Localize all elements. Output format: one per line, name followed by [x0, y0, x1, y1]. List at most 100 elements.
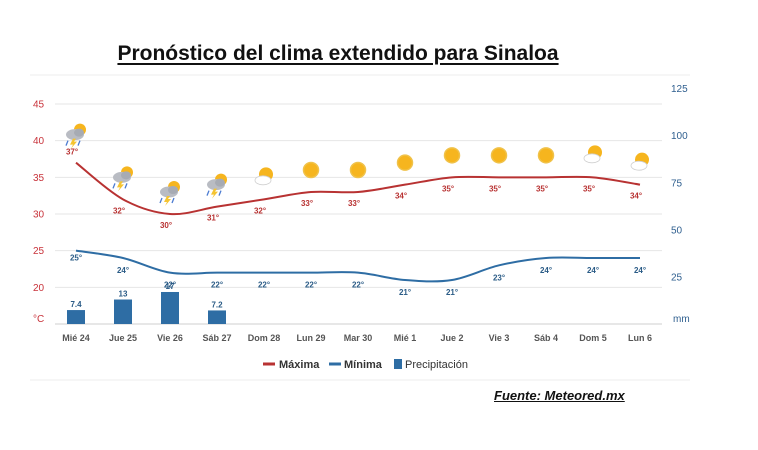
y-right-tick-label: 50: [671, 225, 683, 236]
min-temp-label: 24°: [634, 266, 646, 275]
max-temp-label: 35°: [489, 184, 501, 193]
max-temp-label: 32°: [254, 206, 266, 215]
lightning-bolt: [164, 196, 171, 206]
rain-drop: [159, 197, 163, 204]
weather-icons: [65, 123, 649, 206]
data-labels: 7.4 13 17 7.2 37° 32° 30° 31° 32° 33° 33° 34° 35° 35°…: [66, 148, 646, 310]
min-temp-label: 22°: [305, 281, 317, 290]
x-tick-label: Lun 6: [628, 333, 652, 343]
max-temp-label: 37°: [66, 148, 78, 157]
precip-bar: [161, 291, 179, 324]
y-axis-right: 125 100 75 50 25 mm: [671, 84, 690, 325]
cloud-shape: [254, 175, 272, 186]
max-temp-line: [75, 161, 641, 216]
min-temp-label: 22°: [352, 281, 364, 290]
sun-disc: [537, 147, 555, 164]
sun-icon: [537, 147, 555, 164]
sun-disc: [396, 154, 414, 171]
sun-icon: [443, 147, 461, 164]
min-temp-label: 21°: [446, 288, 458, 297]
temperature-lines: [75, 161, 641, 283]
y-left-tick-label: 35: [33, 173, 45, 184]
x-tick-label: Mié 1: [394, 333, 417, 343]
sun-disc: [349, 161, 367, 179]
y-right-tick-label: 100: [671, 131, 688, 142]
precipitation-bars: [67, 291, 226, 324]
legend: Máxima Mínima Precipitación: [263, 359, 468, 371]
rain-drop: [171, 197, 175, 204]
max-temp-label: 35°: [583, 184, 595, 193]
precip-bar: [67, 310, 85, 324]
precip-label: 17: [166, 282, 175, 291]
legend-precip-label: Precipitación: [405, 359, 468, 371]
sun-disc: [443, 147, 461, 164]
cloud-shape: [583, 153, 601, 164]
x-tick-label: Mar 30: [344, 333, 373, 343]
max-temp-label: 30°: [160, 221, 172, 230]
min-temp-label: 24°: [117, 266, 129, 275]
precip-label: 13: [119, 290, 128, 299]
partly-cloudy-icon: [254, 167, 273, 186]
storm-icon: [65, 123, 86, 149]
storm-icon: [159, 181, 180, 206]
y-right-tick-label: 75: [671, 178, 683, 189]
x-tick-label: Vie 26: [157, 333, 183, 343]
sun-disc: [302, 161, 320, 179]
partly-cloudy-icon: [583, 145, 602, 164]
max-temp-label: 35°: [442, 184, 454, 193]
min-temp-label: 22°: [258, 281, 270, 290]
storm-icon: [112, 166, 133, 192]
min-temp-label: 24°: [587, 266, 599, 275]
page-title: Pronóstico del clima extendido para Sina…: [117, 42, 559, 65]
cloud-shape: [215, 178, 225, 187]
source-note: Fuente: Meteored.mx: [494, 388, 625, 403]
min-temp-label: 21°: [399, 288, 411, 297]
y-left-unit: °C: [33, 314, 44, 325]
x-tick-label: Jue 25: [109, 333, 137, 343]
rain-drop: [77, 140, 81, 146]
max-temp-label: 33°: [301, 199, 313, 208]
sun-icon: [302, 161, 320, 179]
legend-precip-swatch: [394, 359, 402, 369]
min-temp-label: 24°: [540, 266, 552, 275]
min-temp-line: [75, 249, 640, 283]
x-tick-label: Dom 28: [248, 333, 281, 343]
storm-icon: [206, 173, 227, 199]
y-left-tick-label: 40: [33, 136, 45, 147]
rain-drop: [218, 190, 222, 196]
min-temp-label: 25°: [70, 254, 82, 263]
y-right-tick-label: 25: [671, 272, 683, 283]
x-tick-label: Mié 24: [62, 333, 90, 343]
x-tick-label: Lun 29: [296, 333, 325, 343]
x-axis: Mié 24 Jue 25 Vie 26 Sáb 27 Dom 28 Lun 29 Mar …: [62, 333, 652, 343]
min-temp-label: 22°: [211, 281, 223, 290]
cloud-shape: [168, 186, 178, 194]
y-left-tick-label: 30: [33, 210, 45, 221]
sun-icon: [349, 161, 367, 179]
max-temp-label: 33°: [348, 199, 360, 208]
rain-drop: [65, 140, 69, 146]
max-temp-label: 31°: [207, 214, 219, 223]
x-tick-label: Jue 2: [440, 333, 463, 343]
y-axis-left: 45 40 35 30 25 20 °C: [33, 100, 45, 326]
rain-drop: [206, 190, 210, 196]
precip-label: 7.4: [70, 300, 82, 309]
sun-icon: [490, 147, 508, 164]
lightning-bolt: [211, 188, 218, 199]
cloud-shape: [630, 160, 648, 171]
max-temp-label: 32°: [113, 206, 125, 215]
rain-drop: [124, 183, 128, 189]
min-temp-label: 22°: [164, 281, 176, 290]
y-right-tick-label: 125: [671, 84, 688, 95]
cloud-shape: [121, 171, 131, 180]
lightning-bolt: [117, 181, 124, 192]
lightning-bolt: [70, 138, 77, 149]
max-temp-label: 34°: [395, 192, 407, 201]
precip-bar: [114, 299, 132, 324]
x-tick-label: Sáb 27: [202, 333, 231, 343]
legend-min-label: Mínima: [344, 359, 383, 371]
partly-cloudy-icon: [630, 152, 649, 171]
x-tick-label: Dom 5: [579, 333, 607, 343]
legend-max-label: Máxima: [279, 359, 320, 371]
